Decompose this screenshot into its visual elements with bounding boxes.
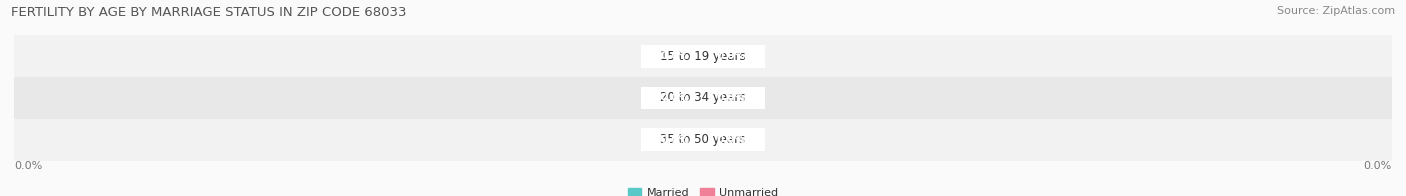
Bar: [706, 86, 755, 110]
Text: 0.0%: 0.0%: [1364, 161, 1392, 171]
Bar: [706, 128, 755, 151]
Bar: [706, 45, 755, 68]
Text: 0.0%: 0.0%: [661, 51, 690, 61]
Text: 35 to 50 years: 35 to 50 years: [661, 133, 745, 146]
Bar: [14, 35, 1392, 77]
Bar: [14, 77, 1392, 119]
Text: 0.0%: 0.0%: [716, 93, 745, 103]
Text: 0.0%: 0.0%: [716, 51, 745, 61]
Text: 15 to 19 years: 15 to 19 years: [661, 50, 745, 63]
Text: FERTILITY BY AGE BY MARRIAGE STATUS IN ZIP CODE 68033: FERTILITY BY AGE BY MARRIAGE STATUS IN Z…: [11, 6, 406, 19]
Bar: [641, 128, 765, 151]
Bar: [651, 128, 700, 151]
Text: 20 to 34 years: 20 to 34 years: [661, 92, 745, 104]
Text: 0.0%: 0.0%: [661, 93, 690, 103]
Bar: [651, 45, 700, 68]
Text: 0.0%: 0.0%: [716, 135, 745, 145]
Bar: [14, 119, 1392, 161]
Text: 0.0%: 0.0%: [14, 161, 42, 171]
Bar: [641, 45, 765, 68]
Text: Source: ZipAtlas.com: Source: ZipAtlas.com: [1277, 6, 1395, 16]
Legend: Married, Unmarried: Married, Unmarried: [623, 183, 783, 196]
Bar: [641, 86, 765, 110]
Bar: [651, 86, 700, 110]
Text: 0.0%: 0.0%: [661, 135, 690, 145]
